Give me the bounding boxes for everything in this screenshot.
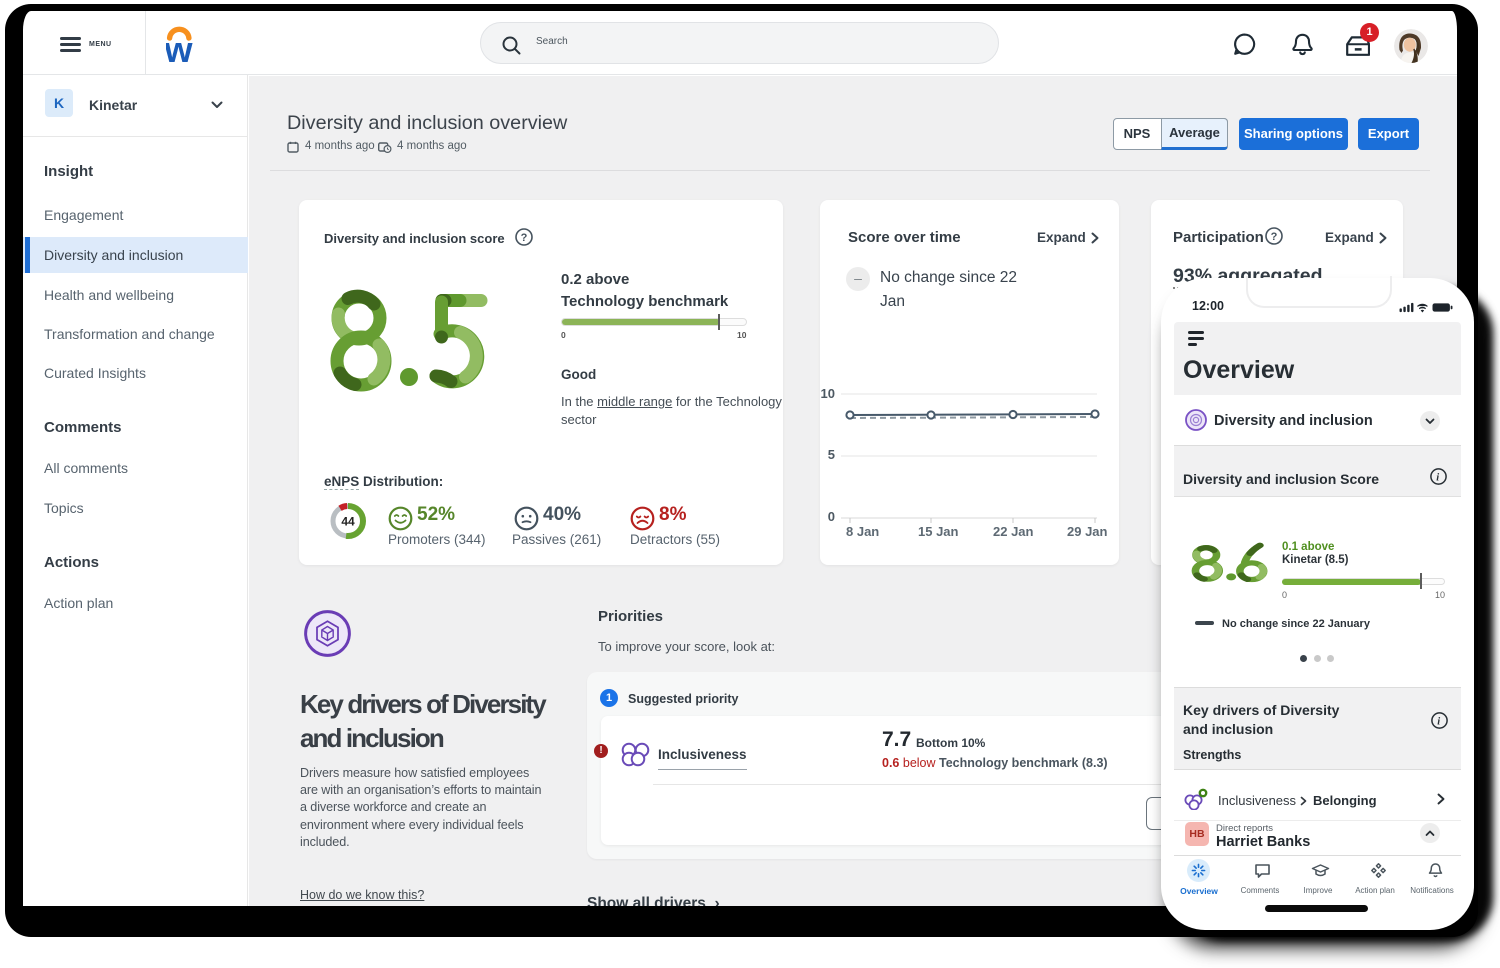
- svg-text:i: i: [1436, 472, 1439, 483]
- svg-text:0: 0: [828, 509, 835, 524]
- svg-text:8 Jan: 8 Jan: [846, 524, 879, 539]
- svg-text:?: ?: [1271, 231, 1278, 243]
- svg-text:22 Jan: 22 Jan: [993, 524, 1034, 539]
- svg-text:15 Jan: 15 Jan: [918, 524, 959, 539]
- svg-text:10: 10: [821, 386, 835, 401]
- svg-text:w: w: [166, 29, 194, 70]
- svg-text:5: 5: [828, 447, 835, 462]
- svg-text:44: 44: [341, 515, 355, 529]
- svg-text:i: i: [1437, 716, 1440, 727]
- svg-text:29 Jan: 29 Jan: [1067, 524, 1108, 539]
- svg-text:?: ?: [521, 232, 528, 244]
